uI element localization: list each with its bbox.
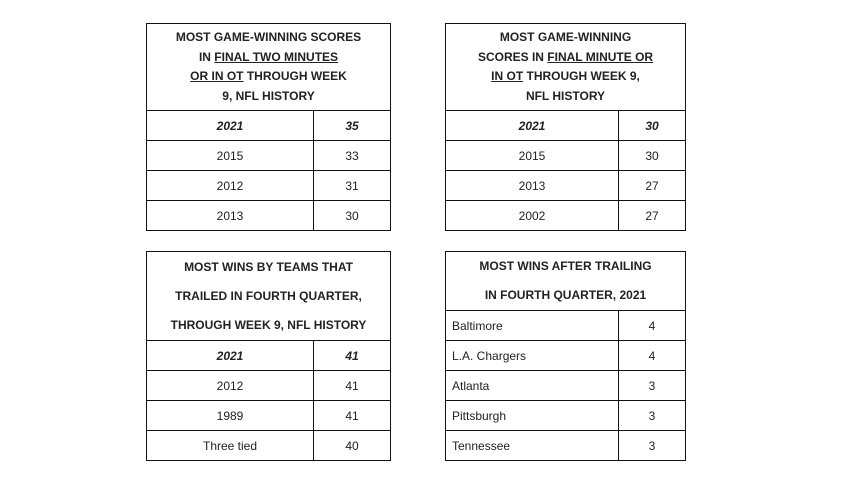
title-text: MOST WINS AFTER TRAILING [479,259,652,273]
title-text: THROUGH WEEK [243,69,347,83]
title-text: IN FOURTH QUARTER, 2021 [484,288,647,302]
table-row: 2015 33 [146,140,391,171]
count-cell: 41 [312,400,392,431]
team-cell: L.A. Chargers [445,340,619,371]
title-text: THROUGH WEEK 9, [523,69,640,83]
team-cell: Atlanta [445,370,619,401]
year-cell: 2002 [445,200,619,231]
table-row: 2012 31 [146,170,391,201]
table-row: Atlanta 3 [445,370,686,401]
table-header-row: MOST WINS BY TEAMS THAT TRAILED IN FOURT… [145,251,392,341]
title-underlined-text: FINAL MINUTE OR [547,49,654,64]
year-cell: 2013 [146,200,314,231]
table-header-row: MOST GAME-WINNING SCORES IN FINAL MINUTE… [444,23,687,111]
year-cell: 2021 [146,340,314,371]
year-cell: 2015 [146,140,314,171]
table-row: Pittsburgh 3 [445,400,686,431]
title-text: NFL HISTORY [525,88,606,103]
title-underlined-text: OR IN OT [190,69,244,83]
table-row: Three tied 40 [146,430,392,461]
count-cell: 4 [618,310,686,341]
count-cell: 30 [617,110,687,141]
title-text: MOST WINS BY TEAMS THAT [184,259,353,274]
table-row: 2021 41 [146,340,392,371]
count-cell: 35 [313,110,391,141]
title-text: SCORES IN [477,49,548,64]
table-wins-after-trailing-2021: MOST WINS AFTER TRAILING IN FOURTH QUART… [445,251,686,461]
title-text: IN [198,49,215,64]
table-row: 2012 41 [146,370,392,401]
title-text: 9, NFL HISTORY [222,88,315,103]
count-cell: 3 [618,370,686,401]
table-row: 2021 35 [146,110,391,141]
title-text: THROUGH WEEK 9, NFL HISTORY [170,317,367,332]
count-cell: 40 [312,430,392,461]
year-cell: 2012 [146,170,314,201]
count-cell: 30 [313,200,391,231]
team-cell: Pittsburgh [445,400,619,431]
count-cell: 41 [312,370,392,401]
count-cell: 3 [618,400,686,431]
table-title: MOST WINS AFTER TRAILING IN FOURTH QUART… [445,251,686,311]
team-cell: Baltimore [445,310,619,341]
count-cell: 31 [313,170,391,201]
year-cell: Three tied [146,430,314,461]
table-header-row: MOST WINS AFTER TRAILING IN FOURTH QUART… [445,251,686,311]
table-wins-trailed-fourth-quarter: MOST WINS BY TEAMS THAT TRAILED IN FOURT… [145,251,392,461]
table-row: L.A. Chargers 4 [445,340,686,371]
table-title: MOST GAME-WINNING SCORES IN FINAL TWO MI… [146,23,391,111]
table-game-winning-two-minutes: MOST GAME-WINNING SCORES IN FINAL TWO MI… [146,23,391,231]
table-row: 2002 27 [445,200,687,231]
title-underlined-text: IN OT [491,69,524,83]
count-cell: 27 [617,200,687,231]
table-row: Baltimore 4 [445,310,686,341]
title-text: TRAILED IN FOURTH QUARTER, [175,288,362,303]
table-game-winning-final-minute: MOST GAME-WINNING SCORES IN FINAL MINUTE… [444,23,687,231]
table-header-row: MOST GAME-WINNING SCORES IN FINAL TWO MI… [146,23,391,111]
table-title: MOST GAME-WINNING SCORES IN FINAL MINUTE… [444,23,687,111]
table-row: 2013 30 [146,200,391,231]
title-text: MOST GAME-WINNING SCORES [175,30,362,44]
count-cell: 33 [313,140,391,171]
year-cell: 2015 [445,140,619,171]
team-cell: Tennessee [445,430,619,461]
table-title: MOST WINS BY TEAMS THAT TRAILED IN FOURT… [145,251,392,341]
count-cell: 3 [618,430,686,461]
table-row: Tennessee 3 [445,430,686,461]
count-cell: 4 [618,340,686,371]
year-cell: 2012 [146,370,314,401]
table-row: 2015 30 [445,140,687,171]
year-cell: 2021 [146,110,314,141]
table-row: 1989 41 [146,400,392,431]
year-cell: 1989 [146,400,314,431]
count-cell: 41 [312,340,392,371]
count-cell: 27 [617,170,687,201]
title-underlined-text: FINAL TWO MINUTES [214,49,339,64]
table-row: 2013 27 [445,170,687,201]
count-cell: 30 [617,140,687,171]
table-row: 2021 30 [445,110,687,141]
title-text: MOST GAME-WINNING [499,30,632,44]
year-cell: 2021 [445,110,619,141]
year-cell: 2013 [445,170,619,201]
